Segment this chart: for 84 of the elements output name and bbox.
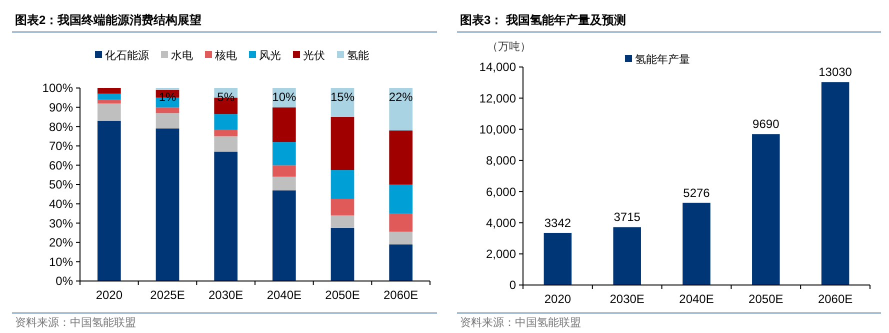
bar <box>156 128 180 281</box>
bar <box>389 88 412 130</box>
bar <box>752 134 780 285</box>
legend-label: 水电 <box>171 49 193 62</box>
y-tick-label: 6,000 <box>486 184 516 199</box>
y-tick-label: 14,000 <box>479 60 516 74</box>
bar <box>98 103 121 121</box>
y-tick-label: 60% <box>48 158 74 172</box>
y-tick-label: 0 <box>509 278 516 292</box>
bar <box>272 176 296 190</box>
legend-label: 化石能源 <box>105 49 149 62</box>
data-label: 3715 <box>614 210 641 224</box>
bar <box>272 190 296 281</box>
chart-title: 图表2：我国终端能源消费结构展望 <box>15 13 202 27</box>
x-tick-label: 2020 <box>544 292 572 306</box>
data-label: 1% <box>158 90 176 104</box>
bar <box>330 215 354 228</box>
bar <box>98 120 121 281</box>
bar <box>98 94 121 100</box>
text: 资料来源：中国氢能联盟 <box>15 316 136 329</box>
x-tick-label: 2050E <box>325 288 360 302</box>
bar <box>98 100 121 104</box>
data-label: 3342 <box>544 216 572 230</box>
bar <box>389 130 412 184</box>
bar <box>544 232 572 285</box>
bar <box>214 136 238 152</box>
y-tick-label: 20% <box>48 236 74 250</box>
x-tick-label: 2030E <box>610 292 644 306</box>
y-tick-label: 40% <box>48 197 74 211</box>
y-tick-label: 12,000 <box>479 91 516 106</box>
bar <box>389 244 412 281</box>
bar <box>272 107 296 142</box>
y-tick-label: 0% <box>56 274 74 288</box>
y-tick-label: 2,000 <box>486 247 516 262</box>
bar <box>156 113 180 129</box>
bar <box>156 107 180 114</box>
bar <box>330 198 354 216</box>
x-tick-label: 2060E <box>383 288 418 302</box>
x-tick-label: 2060E <box>818 292 853 306</box>
x-tick-label: 2025E <box>150 288 185 302</box>
legend-label: 光伏 <box>303 49 325 62</box>
data-label: 15% <box>330 90 355 104</box>
data-label: 9690 <box>752 117 780 132</box>
x-tick-label: 2030E <box>208 288 244 302</box>
bar <box>682 202 710 285</box>
y-tick-label: 70% <box>48 139 74 154</box>
bar <box>330 116 354 170</box>
x-tick-label: 2040E <box>679 292 714 306</box>
data-label: 13030 <box>818 65 852 80</box>
bar <box>330 170 354 199</box>
data-label: 10% <box>272 90 296 104</box>
bar <box>214 129 238 136</box>
bar <box>214 152 238 281</box>
y-tick-label: 10% <box>48 254 74 269</box>
y-tick-label: 100% <box>42 81 74 96</box>
y-tick-label: 80% <box>48 120 74 134</box>
bar <box>389 232 412 244</box>
bar <box>214 114 238 130</box>
bar <box>98 88 121 94</box>
data-label: 22% <box>388 90 414 104</box>
text: 资料来源：中国氢能联盟 <box>460 316 581 329</box>
bar <box>821 82 850 285</box>
bar <box>272 165 296 177</box>
bar <box>389 213 412 232</box>
x-tick-label: 2040E <box>266 288 302 302</box>
bar <box>613 227 641 285</box>
x-tick-label: 2020 <box>96 288 123 302</box>
y-tick-label: 8,000 <box>486 154 516 168</box>
y-tick-label: 10,000 <box>479 122 516 136</box>
y-tick-label: 4,000 <box>486 216 516 230</box>
y-tick-label: 90% <box>48 100 74 114</box>
bar <box>389 184 412 214</box>
bar <box>272 142 296 166</box>
y-tick-label: 30% <box>48 216 74 230</box>
legend-label: 风光 <box>259 49 281 62</box>
legend-label: 氢能 <box>347 49 369 62</box>
x-tick-label: 2050E <box>748 292 784 306</box>
chart-title: 图表3： 我国氢能年产量及预测 <box>460 13 626 27</box>
data-label: 5276 <box>683 186 710 200</box>
legend-label: 核电 <box>214 49 237 62</box>
legend-label: 氢能年产量 <box>635 53 690 66</box>
y-axis-title: （万吨） <box>487 40 531 53</box>
bar <box>330 228 354 281</box>
y-tick-label: 50% <box>48 178 74 192</box>
